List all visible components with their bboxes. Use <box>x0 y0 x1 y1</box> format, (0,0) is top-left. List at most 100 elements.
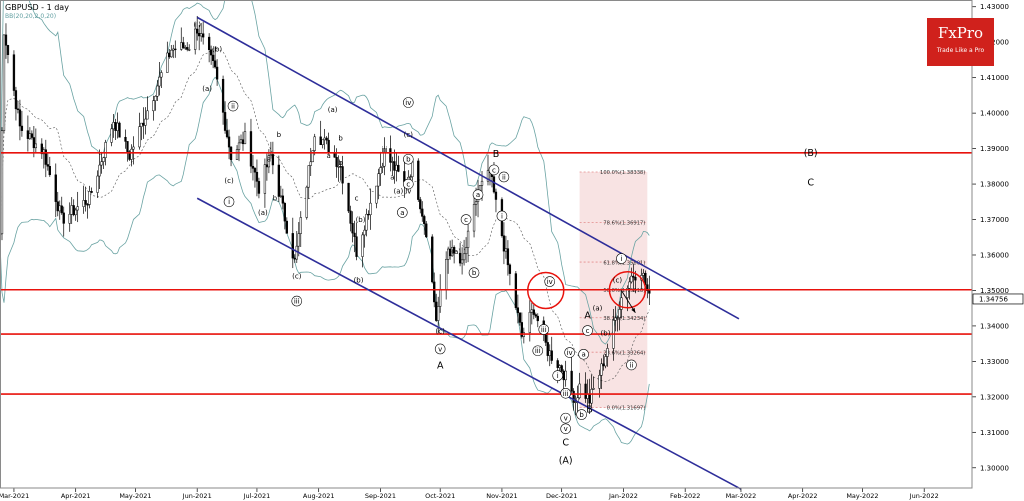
candle-body <box>349 210 352 224</box>
wave-label-ring <box>223 196 235 208</box>
current-price-label: 1.34756 <box>979 295 1008 303</box>
candle-body <box>124 136 127 142</box>
candle-body <box>194 28 197 50</box>
y-tick-label: 1.33000 <box>980 358 1009 366</box>
candle-body <box>202 33 205 38</box>
candle-body <box>225 130 229 138</box>
candle-body <box>209 49 213 56</box>
wave-label-ring <box>578 348 589 360</box>
wave-label-ring <box>460 214 472 225</box>
wave-label: (b) <box>356 216 366 224</box>
candle-body <box>389 148 392 163</box>
wave-label: iv <box>567 349 573 357</box>
wave-label-ring <box>472 189 484 201</box>
candle-body <box>58 205 61 212</box>
x-tick-label: Apr-2022 <box>788 492 818 500</box>
candle-body <box>160 72 163 78</box>
candle-body <box>48 166 51 176</box>
candle-body <box>518 312 522 323</box>
wave-label: ii <box>502 173 506 181</box>
wave-label: (a) <box>258 209 268 217</box>
wave-label-ring <box>616 253 627 264</box>
candle-body <box>616 317 619 319</box>
y-tick-label: 1.40000 <box>980 110 1009 118</box>
fib-level-label: 38.2%(1.34234) <box>603 316 645 322</box>
wave-label-ring <box>434 343 446 355</box>
candle-body <box>271 154 275 166</box>
wave-label-ring <box>488 164 500 176</box>
candle-body <box>227 136 231 148</box>
candle-body <box>82 200 85 207</box>
candle-body <box>132 146 135 150</box>
candle-body <box>138 126 141 148</box>
candle-body <box>628 281 631 289</box>
symbol-title: GBPUSD - 1 day <box>5 3 69 12</box>
candle-body <box>28 133 32 139</box>
candle-body <box>182 42 185 48</box>
wave-label: C <box>807 178 814 189</box>
wave-label: b <box>579 411 584 419</box>
candle-body <box>425 223 428 238</box>
wave-label: iii <box>535 347 541 355</box>
wave-label: a <box>267 156 271 164</box>
wave-label: A <box>584 311 591 322</box>
candle-body <box>546 342 549 356</box>
candle-body <box>235 149 239 160</box>
wave-label: iii <box>541 326 547 334</box>
candle-body <box>435 301 438 321</box>
candle-body <box>367 213 370 216</box>
y-tick-label: 1.41000 <box>980 74 1009 82</box>
candle-body <box>249 131 253 167</box>
candle-body <box>263 164 267 194</box>
candle-body <box>506 248 510 266</box>
candle-body <box>239 139 243 144</box>
x-tick-label: Nov-2021 <box>486 492 517 500</box>
bb-middle <box>0 48 650 382</box>
candle-body <box>409 176 412 178</box>
candle-body <box>646 284 649 292</box>
candle-body <box>72 205 75 216</box>
candle-body <box>130 148 133 160</box>
candle-body <box>466 230 470 248</box>
wave-label-ring <box>560 412 571 424</box>
candle-body <box>602 363 605 367</box>
candle-body <box>439 289 442 307</box>
candle-body <box>632 275 635 278</box>
wave-label: (B) <box>804 148 818 159</box>
wave-label: v <box>438 345 442 353</box>
candle-body <box>600 363 603 376</box>
candle-body <box>508 264 512 274</box>
candle-body <box>26 130 30 139</box>
candle-body <box>293 257 296 260</box>
candle-body <box>347 182 350 212</box>
candle-body <box>277 164 281 197</box>
wave-label: (b) <box>601 329 611 337</box>
wave-label: iv <box>547 278 553 286</box>
wave-label: iii <box>381 146 387 154</box>
candle-body <box>16 108 20 110</box>
candle-body <box>325 137 328 141</box>
fib-level-label: 61.8%(1.35801) <box>603 260 645 266</box>
y-tick-label: 1.34000 <box>980 322 1009 330</box>
wave-label: ii <box>629 361 633 369</box>
wave-label: ii <box>231 102 235 110</box>
candle-body <box>168 52 171 58</box>
candle-body <box>152 100 155 112</box>
candle-body <box>375 185 378 204</box>
candle-body <box>100 161 103 166</box>
candle-body <box>393 161 396 171</box>
y-tick-label: 1.38000 <box>980 181 1009 189</box>
candle-body <box>480 180 484 186</box>
y-tick-label: 1.37000 <box>980 216 1009 224</box>
candle-body <box>188 49 191 51</box>
wave-label: (A) <box>559 455 573 466</box>
fxpro-logo: FxPro Trade Like a Pro <box>927 18 994 66</box>
wave-label-ring <box>227 100 239 112</box>
candle-body <box>474 201 478 205</box>
wave-label: a <box>476 191 480 199</box>
candle-body <box>86 204 89 206</box>
wave-label: iii <box>294 298 300 306</box>
candle-body <box>323 137 326 141</box>
wave-label-ring <box>496 210 508 222</box>
candle-body <box>255 171 259 182</box>
